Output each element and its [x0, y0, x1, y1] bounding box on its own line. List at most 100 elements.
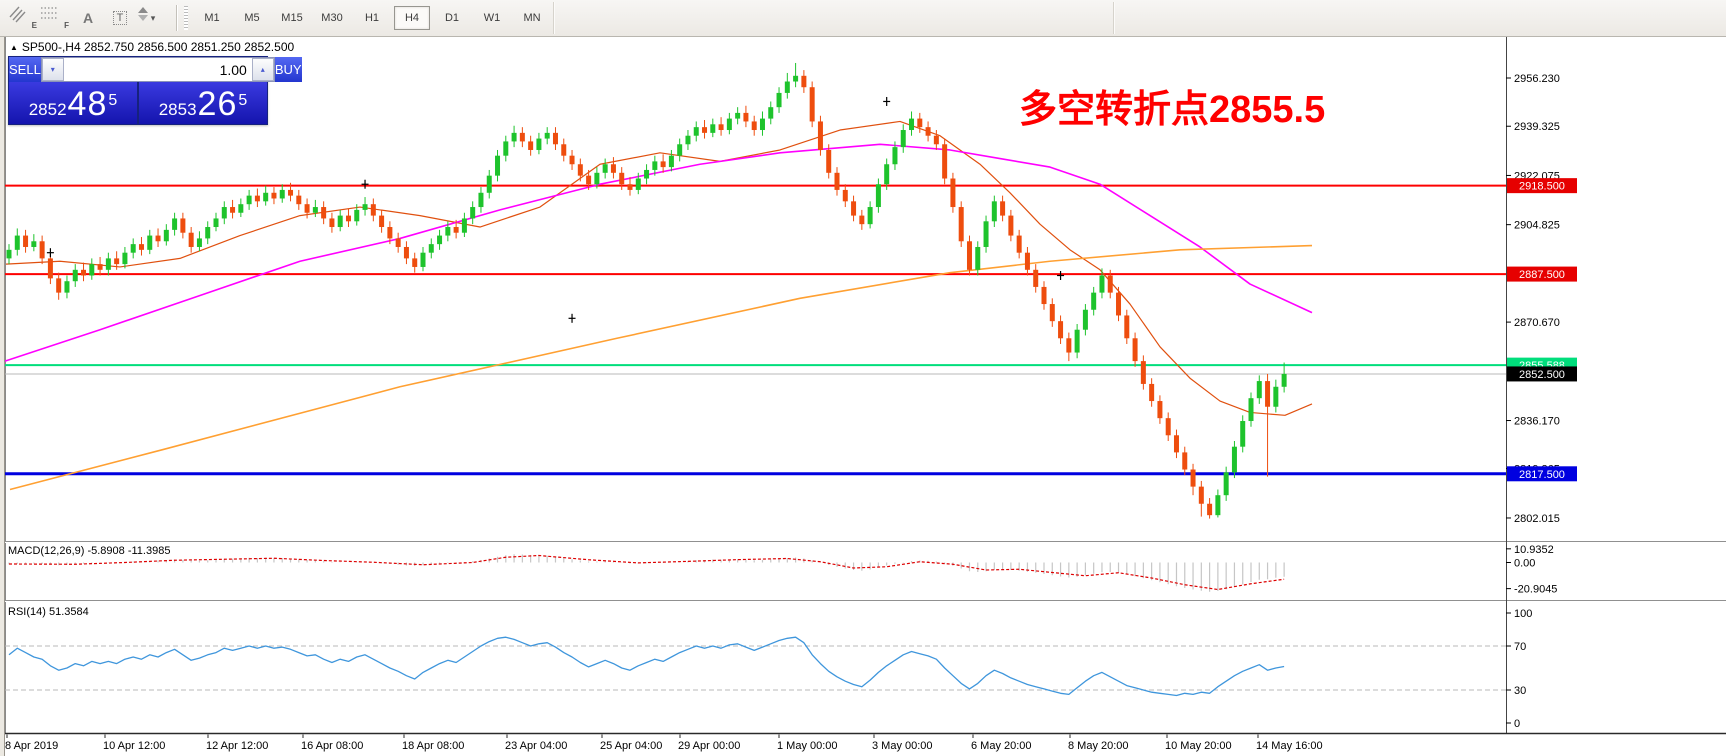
sell-price-big: 48	[67, 85, 108, 123]
buy-price-prefix: 2853	[158, 100, 197, 119]
candle-body	[428, 244, 434, 253]
collapse-triangle-icon[interactable]: ▲	[10, 43, 18, 52]
rsi-line	[8, 636, 1285, 697]
volume-increase-button[interactable]: ▴	[251, 58, 274, 81]
candle-body	[768, 107, 774, 119]
tf-button-MN[interactable]: MN	[523, 12, 541, 24]
candle-body	[122, 252, 128, 265]
candle-body	[1016, 235, 1022, 253]
macd-indicator-label: MACD(12,26,9) -5.8908 -11.3985	[8, 545, 171, 557]
candle-body	[743, 112, 749, 122]
time-label: 25 Apr 04:00	[600, 740, 662, 752]
candle-body	[205, 227, 211, 239]
candle-body	[14, 235, 20, 250]
candle-body	[56, 278, 62, 293]
tf-button-M5[interactable]: M5	[244, 12, 260, 24]
text-label-tool-button[interactable]: T	[104, 5, 136, 31]
candle-body	[354, 209, 360, 222]
tf-button-H1[interactable]: H1	[364, 12, 380, 24]
candle-body	[925, 127, 931, 136]
candle-body	[155, 235, 161, 242]
time-label: 16 Apr 08:00	[301, 740, 363, 752]
candle-body	[726, 118, 732, 131]
candle-body	[1041, 286, 1047, 305]
price-tick-label: 2956.230	[1514, 73, 1560, 85]
candle-body	[230, 207, 236, 213]
candle-body	[6, 249, 12, 259]
candle-body	[478, 192, 484, 208]
candle-body	[1256, 381, 1262, 399]
candle-body	[296, 195, 302, 205]
toolbar: E F A T ▾ M1 M5 M15 M30 H1 H4 D1 W1 MN	[0, 0, 1726, 37]
price-tag	[1507, 366, 1577, 382]
tf-button-D1[interactable]: D1	[444, 12, 460, 24]
tf-button-M30[interactable]: M30	[321, 12, 343, 24]
candle-body	[1198, 486, 1204, 504]
candle-body	[834, 172, 840, 190]
candle-body	[759, 118, 765, 131]
volume-decrease-button[interactable]: ▾	[41, 58, 64, 81]
candle-body	[196, 238, 202, 247]
arrow-objects-tool-button[interactable]: ▾	[136, 5, 168, 31]
candle-body	[528, 141, 534, 150]
rsi-tick-label: 70	[1514, 641, 1526, 653]
candle-body	[1124, 315, 1130, 339]
candle-body	[486, 175, 492, 193]
candle-body	[437, 235, 443, 245]
candle-body	[321, 207, 327, 219]
candle-body	[892, 147, 898, 165]
sell-button[interactable]: SELL	[9, 57, 41, 82]
volume-input[interactable]	[63, 58, 252, 81]
price-tick-label: 2802.015	[1514, 513, 1560, 525]
sell-price-display[interactable]: 2852 48 5	[9, 82, 139, 124]
time-label: 6 May 20:00	[971, 740, 1032, 752]
arrow-text-tool-button[interactable]: A	[72, 5, 104, 31]
candle-body	[1140, 361, 1146, 384]
drawing-tools-group: E F A T ▾	[0, 5, 168, 31]
candle-body	[238, 204, 244, 213]
candle-body	[867, 207, 873, 225]
candle-body	[288, 189, 294, 196]
candle-body	[180, 218, 186, 233]
tf-button-H4[interactable]: H4	[394, 6, 430, 30]
time-label: 10 May 20:00	[1165, 740, 1232, 752]
candle-body	[39, 241, 45, 259]
tf-button-W1[interactable]: W1	[483, 12, 501, 24]
candle-body	[917, 118, 923, 128]
timeframe-group: M1 M5 M15 M30 H1 H4 D1 W1 MN	[192, 6, 552, 30]
candle-body	[933, 135, 939, 145]
candle-body	[710, 124, 716, 133]
toolbar-divider	[553, 2, 555, 34]
buy-button[interactable]: BUY	[274, 57, 302, 82]
candle-body	[503, 141, 509, 156]
tf-button-M15[interactable]: M15	[281, 12, 303, 24]
fibonacci-tool-button[interactable]: F	[40, 5, 72, 31]
candle-body	[445, 227, 451, 236]
candle-body	[702, 127, 708, 133]
equidistant-channel-tool-button[interactable]: E	[8, 5, 40, 31]
candle-body	[817, 121, 823, 150]
candle-body	[412, 258, 418, 267]
candle-body	[1058, 321, 1064, 339]
candle-body	[1173, 435, 1179, 453]
candle-body	[842, 189, 848, 202]
candle-body	[1207, 503, 1213, 516]
time-label: 14 May 16:00	[1256, 740, 1323, 752]
candle-body	[1074, 329, 1080, 353]
candle-body	[859, 215, 865, 225]
buy-price-display[interactable]: 2853 26 5	[139, 82, 267, 124]
candle-body	[97, 264, 103, 270]
price-tick-label: 2836.170	[1514, 416, 1560, 428]
candle-body	[1066, 338, 1072, 353]
candle-body	[826, 149, 832, 173]
candle-body	[163, 229, 169, 242]
candle-body	[652, 161, 658, 170]
macd-tick-label: 0.00	[1514, 558, 1535, 570]
time-label: 29 Apr 00:00	[678, 740, 740, 752]
candle-body	[31, 241, 37, 247]
candle-body	[851, 201, 857, 216]
candle-body	[793, 75, 799, 82]
tf-button-M1[interactable]: M1	[204, 12, 220, 24]
volume-control: ▾ ▴	[40, 57, 275, 82]
